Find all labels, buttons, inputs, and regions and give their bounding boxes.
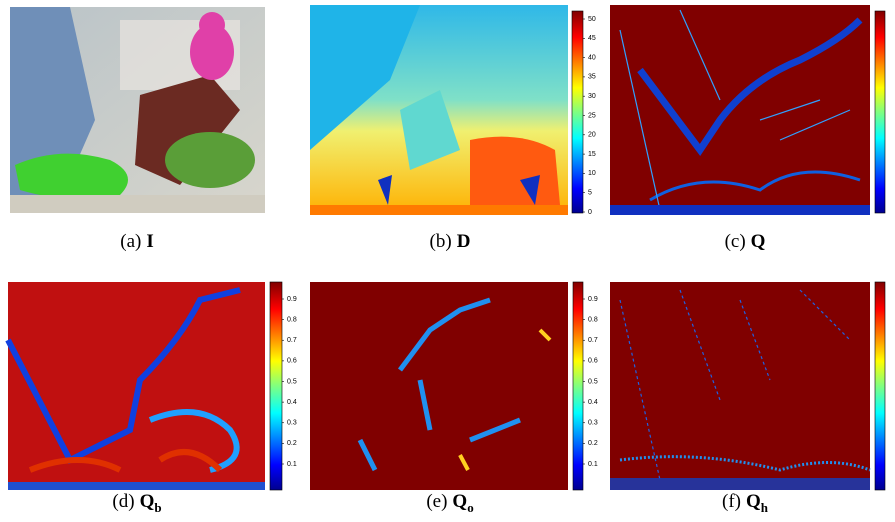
colorbar-tick-label: 0.2: [287, 440, 297, 447]
image-f: [610, 282, 885, 490]
image-d: [8, 282, 282, 490]
caption-symbol: Q: [746, 491, 761, 512]
caption-subscript: o: [467, 500, 474, 515]
colorbar-tick-label: 0.3: [287, 420, 297, 427]
caption-label: (b): [430, 231, 452, 252]
caption-symbol: D: [457, 231, 471, 252]
caption: (f) Qh: [722, 491, 769, 515]
image-e: [310, 282, 583, 490]
colorbar-tick-label: 0.9: [287, 296, 297, 303]
caption-label: (e): [426, 491, 447, 512]
colorbar-tick-label: 0.1: [287, 461, 297, 468]
colorbar-tick-label: 0.7: [287, 337, 297, 344]
caption-label: (d): [112, 491, 134, 512]
colorbar-tick-label: 50: [588, 16, 596, 23]
caption-label: (f): [722, 491, 741, 512]
colorbar-tick-label: 0.5: [588, 378, 598, 385]
colorbar-tick-label: 0.6: [287, 358, 297, 365]
colorbar-tick-label: 45: [588, 35, 596, 42]
colorbar-tick-label: 0.4: [588, 399, 598, 406]
caption-subscript: h: [761, 500, 769, 515]
colorbar-tick-label: 40: [588, 54, 596, 61]
colorbar-tick-label: 0.7: [588, 337, 598, 344]
colorbar-tick-label: 25: [588, 112, 596, 119]
colorbar-tick-label: 35: [588, 74, 596, 81]
image-a: [10, 7, 265, 213]
colorbar-tick-label: 0.9: [588, 296, 598, 303]
caption-symbol: Q: [140, 491, 155, 512]
colorbar-tick-label: 0.4: [287, 399, 297, 406]
caption: (a)I: [120, 231, 154, 252]
figure: (a)I(b)D05101520253035404550(c)Q(d)Qb0.1…: [0, 0, 895, 522]
colorbar-tick-label: 5: [588, 190, 592, 197]
colorbar-tick-label: 20: [588, 132, 596, 139]
caption-symbol: Q: [452, 491, 467, 512]
caption-symbol: I: [146, 231, 153, 252]
colorbar-tick-label: 0.8: [287, 316, 297, 323]
colorbar-tick-label: 10: [588, 170, 596, 177]
colorbar-tick-label: 0.6: [588, 358, 598, 365]
caption-label: (c): [725, 231, 746, 252]
colorbar-tick-label: 0.2: [588, 440, 598, 447]
caption: (b)D: [430, 231, 471, 252]
colorbar-tick-label: 30: [588, 93, 596, 100]
caption-symbol: Q: [751, 231, 766, 252]
colorbar-tick-label: 0: [588, 209, 592, 216]
caption: (c)Q: [725, 231, 766, 252]
caption: (e)Qo: [426, 491, 473, 515]
colorbar-tick-label: 0.1: [588, 461, 598, 468]
colorbar-tick-label: 0.5: [287, 378, 297, 385]
image-c: [610, 5, 885, 215]
colorbar-tick-label: 0.3: [588, 420, 598, 427]
caption: (d) Qb: [112, 491, 161, 515]
image-b: [310, 5, 583, 215]
colorbar-tick-label: 15: [588, 151, 596, 158]
caption-label: (a): [120, 231, 141, 252]
colorbar-tick-label: 0.8: [588, 316, 598, 323]
caption-subscript: b: [154, 500, 161, 515]
